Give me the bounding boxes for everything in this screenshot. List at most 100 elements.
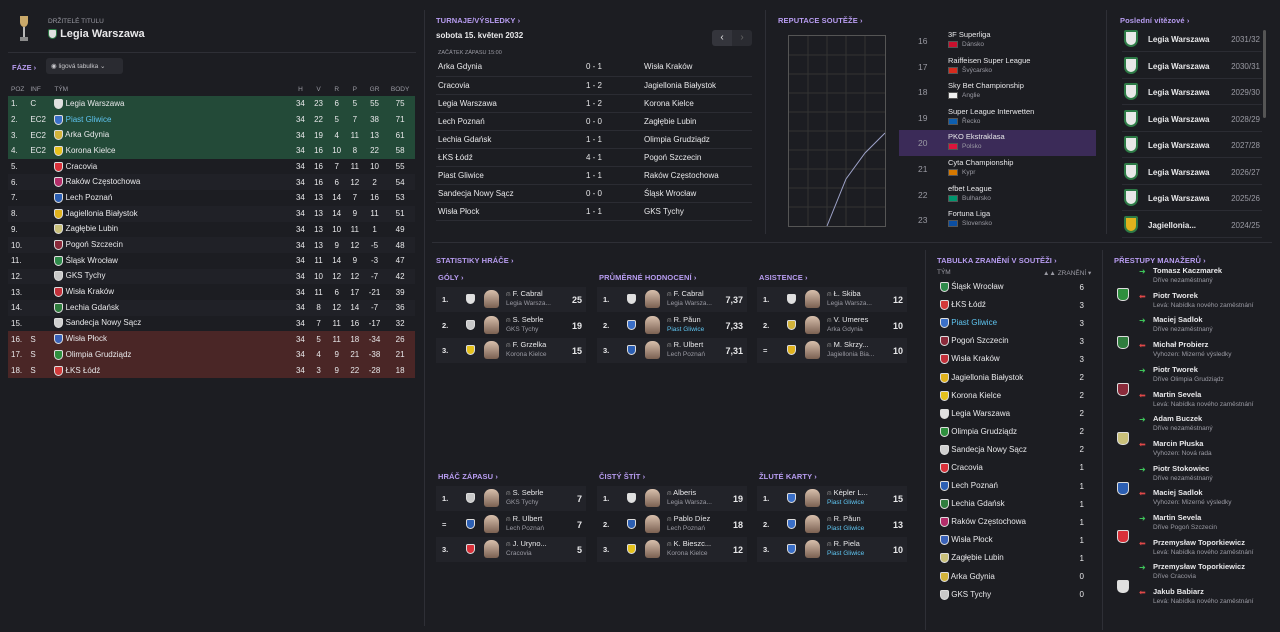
table-row[interactable]: 4. EC2 Korona Kielce 34 16 10 8 22 58 <box>8 143 415 159</box>
manager-transfers-title[interactable]: PŘESTUPY MANAŽERŮ › <box>1114 256 1206 265</box>
rating-title[interactable]: PRŮMĚRNÉ HODNOCENÍ › <box>599 273 697 282</box>
title-holder-team[interactable]: Legia Warszawa <box>48 28 145 40</box>
player-name[interactable]: ⍝ M. Skrzy... <box>827 340 869 349</box>
manager-name[interactable]: Maciej Sadlok <box>1153 488 1203 498</box>
winner-row[interactable]: Legia Warszawa 2031/32 <box>1122 26 1262 52</box>
reputation-row[interactable]: 18 Sky Bet Championship Anglie <box>899 79 1096 105</box>
team-cell[interactable]: Lech Poznań <box>937 477 1067 495</box>
player-club[interactable]: Piast Gliwice <box>827 550 865 557</box>
team-cell[interactable]: Lechia Gdańsk <box>51 300 291 316</box>
winner-row[interactable]: Legia Warszawa 2029/30 <box>1122 79 1262 105</box>
injury-row[interactable]: Legia Warszawa 2 <box>937 405 1087 423</box>
injury-row[interactable]: Korona Kielce 2 <box>937 387 1087 405</box>
manager-name[interactable]: Jakub Babiarz <box>1153 587 1204 597</box>
stat-row[interactable]: 2. ⍝ R. Păun Piast Gliwice 7,33 <box>597 313 747 338</box>
transfer-row[interactable]: ➜ Piotr Tworek Dříve Olimpia Grudziądz <box>1113 364 1265 389</box>
player-name[interactable]: ⍝ R. Păun <box>667 314 701 324</box>
away-team[interactable]: Jagiellonia Białystok <box>612 76 752 95</box>
away-team[interactable]: Zagłębie Lubin <box>612 112 752 131</box>
reputation-row[interactable]: 22 efbet League Bulharsko <box>899 182 1096 208</box>
team-cell[interactable]: Jagiellonia Białystok <box>51 206 291 222</box>
winners-scrollbar[interactable] <box>1263 30 1266 118</box>
home-team[interactable]: Legia Warszawa <box>436 94 576 113</box>
stat-row[interactable]: 2. ⍝ Pablo Díez Lech Poznań 18 <box>597 512 747 537</box>
stat-row[interactable]: 1. ⍝ S. Sebrle GKS Tychy 7 <box>436 486 586 511</box>
assists-title[interactable]: ASISTENCE › <box>759 273 808 282</box>
manager-name[interactable]: Michał Probierz <box>1153 340 1209 350</box>
motm-title[interactable]: HRÁČ ZÁPASU › <box>438 472 498 481</box>
injury-col-count[interactable]: ▲▲ ZRANĚNÍ ▾ <box>1043 270 1092 277</box>
table-row[interactable]: 10. Pogoń Szczecin 34 13 9 12 -5 48 <box>8 237 415 253</box>
winner-row[interactable]: Legia Warszawa 2028/29 <box>1122 106 1262 132</box>
table-row[interactable]: 6. Raków Częstochowa 34 16 6 12 2 54 <box>8 174 415 191</box>
manager-name[interactable]: Martin Sevela <box>1153 389 1202 399</box>
stat-row[interactable]: 2. ⍝ S. Sebrle GKS Tychy 19 <box>436 313 586 338</box>
transfer-row[interactable]: ➜ Adam Buczek Dříve nezaměstnaný <box>1113 413 1265 438</box>
stat-row[interactable]: 3. ⍝ K. Bieszc... Korona Kielce 12 <box>597 537 747 562</box>
table-row[interactable]: 7. Lech Poznań 34 13 14 7 16 53 <box>8 190 415 206</box>
home-team[interactable]: ŁKS Łódź <box>436 148 576 168</box>
table-row[interactable]: 13. Wisła Kraków 34 11 6 17 -21 39 <box>8 284 415 300</box>
player-photo[interactable] <box>805 315 820 334</box>
fixture-row[interactable]: Piast Gliwice 1 - 1 Raków Częstochowa <box>436 166 752 186</box>
player-photo[interactable] <box>805 540 820 558</box>
table-row[interactable]: 12. GKS Tychy 34 10 12 12 -7 42 <box>8 268 415 285</box>
column-header[interactable]: TÝM <box>54 85 69 93</box>
player-club[interactable]: Jagiellonia Bia... <box>827 351 875 358</box>
player-name[interactable]: ⍝ R. Ulbert <box>667 340 704 349</box>
stat-row[interactable]: 3. ⍝ R. Ulbert Lech Poznań 7,31 <box>597 338 747 363</box>
team-cell[interactable]: Korona Kielce <box>937 387 1067 405</box>
team-cell[interactable]: Olimpia Grudziądz <box>51 347 291 363</box>
team-cell[interactable]: Wisła Kraków <box>937 350 1067 368</box>
player-name[interactable]: ⍝ Pablo Díez <box>667 513 711 523</box>
transfer-row[interactable]: ⬅ Michał Probierz Vyhozen: Mizerné výsle… <box>1113 339 1265 364</box>
player-name[interactable]: ⍝ V. Umeres <box>827 314 869 324</box>
player-photo[interactable] <box>484 489 499 507</box>
injury-row[interactable]: Arka Gdynia 0 <box>937 568 1087 586</box>
transfer-row[interactable]: ⬅ Jakub Babiarz Levá: Nabídka nového zam… <box>1113 586 1265 611</box>
team-cell[interactable]: Raków Częstochowa <box>937 513 1067 531</box>
manager-name[interactable]: Przemysław Toporkiewicz <box>1153 537 1245 547</box>
fixture-row[interactable]: Legia Warszawa 1 - 2 Korona Kielce <box>436 94 752 113</box>
team-cell[interactable]: Sandecja Nowy Sącz <box>51 316 291 332</box>
home-team[interactable]: Piast Gliwice <box>436 166 576 186</box>
fixture-row[interactable]: Arka Gdynia 0 - 1 Wisła Kraków <box>436 58 752 77</box>
fixture-row[interactable]: Cracovia 1 - 2 Jagiellonia Białystok <box>436 76 752 95</box>
home-team[interactable]: Lechia Gdańsk <box>436 130 576 149</box>
yellow-title[interactable]: ŽLUTÉ KARTY › <box>759 472 817 481</box>
player-club[interactable]: Legia Warsza... <box>506 300 551 307</box>
player-photo[interactable] <box>645 315 660 334</box>
score[interactable]: 1 - 2 <box>576 94 612 113</box>
player-club[interactable]: Piast Gliwice <box>667 325 705 333</box>
phase-dropdown[interactable]: ◉ ligová tabulka ⌄ <box>46 58 123 74</box>
stat-row[interactable]: 3. ⍝ J. Uryno... Cracovia 5 <box>436 537 586 562</box>
transfer-row[interactable]: ⬅ Maciej Sadlok Vyhozen: Mizerné výsledk… <box>1113 487 1265 512</box>
column-header[interactable]: H <box>298 85 303 93</box>
score[interactable]: 0 - 0 <box>576 112 612 131</box>
manager-name[interactable]: Piotr Tworek <box>1153 364 1198 374</box>
phase-label[interactable]: FÁZE › <box>12 63 37 72</box>
player-photo[interactable] <box>484 341 499 359</box>
team-cell[interactable]: Wisła Płock <box>51 331 291 347</box>
column-header[interactable]: GR <box>369 85 380 93</box>
team-cell[interactable]: Raków Częstochowa <box>51 174 291 190</box>
away-team[interactable]: Śląsk Wrocław <box>612 184 752 204</box>
score[interactable]: 1 - 1 <box>576 166 612 186</box>
team-cell[interactable]: Olimpia Grudziądz <box>937 423 1067 441</box>
injury-row[interactable]: Wisła Płock 1 <box>937 531 1087 549</box>
fixture-row[interactable]: Sandecja Nowy Sącz 0 - 0 Śląsk Wrocław <box>436 184 752 204</box>
injury-row[interactable]: Zagłębie Lubin 1 <box>937 549 1087 567</box>
stat-row[interactable]: = ⍝ M. Skrzy... Jagiellonia Bia... 10 <box>757 338 907 363</box>
stat-row[interactable]: 1. ⍝ F. Cabral Legia Warsza... 7,37 <box>597 287 747 312</box>
manager-name[interactable]: Adam Buczek <box>1153 414 1203 424</box>
transfer-row[interactable]: ➜ Tomasz Kaczmarek Dříve nezaměstnaný <box>1113 265 1265 290</box>
column-header[interactable]: P <box>352 85 357 93</box>
transfer-row[interactable]: ⬅ Piotr Tworek Levá: Nabídka nového zamě… <box>1113 290 1265 315</box>
score[interactable]: 0 - 1 <box>576 58 612 77</box>
injury-row[interactable]: GKS Tychy 0 <box>937 586 1087 604</box>
player-photo[interactable] <box>805 514 820 533</box>
team-cell[interactable]: Piast Gliwice <box>51 112 291 128</box>
winner-row[interactable]: Legia Warszawa 2027/28 <box>1122 132 1262 158</box>
player-club[interactable]: Legia Warsza... <box>667 499 712 506</box>
team-cell[interactable]: Cracovia <box>51 159 291 175</box>
